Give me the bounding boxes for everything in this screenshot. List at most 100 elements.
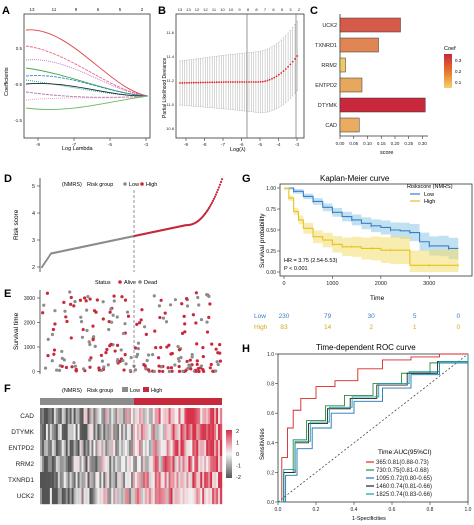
panel-c-bar [339, 17, 401, 33]
panel-f-heat-cell [97, 424, 100, 441]
panel-b-top-tick: 8 [247, 7, 250, 12]
panel-g-risk-high-count: 1 [413, 324, 417, 331]
panel-b-x-tick: -5 [258, 142, 262, 147]
panel-f-heat-cell [129, 472, 132, 489]
panel-f-heat-cell [150, 408, 153, 425]
panel-a: A 13 11 9 6 5 2 -9 -7 -5 -3 -1.5 -0.5 0.5 Log Lamb… [2, 5, 151, 152]
panel-f-heat-cell [59, 488, 62, 505]
panel-b-deviance-point [273, 76, 276, 79]
panel-f-heat-cell [101, 472, 104, 489]
panel-b-deviance-point [211, 81, 214, 84]
panel-f-heat-cell [182, 440, 185, 457]
panel-e-survival-point [136, 347, 140, 351]
panel-f-heat-cell [148, 408, 151, 425]
panel-e-legend-alive-dot [118, 280, 122, 284]
panel-f-heat-cell [212, 488, 215, 505]
panel-f-heat-cell [214, 456, 217, 473]
panel-d-risk-point [208, 205, 212, 208]
panel-h-x-label: 1-Specificities [352, 516, 386, 522]
panel-f-heat-cell [53, 424, 57, 441]
panel-e-survival-point [196, 366, 200, 371]
panel-f-heat-cell [144, 488, 148, 505]
panel-e-legend-dead-dot [138, 280, 142, 284]
panel-c-x-tick: 0.15 [377, 141, 386, 146]
panel-g-confidence-band [284, 188, 459, 272]
panel-f-heat-cell [186, 488, 189, 505]
panel-f-heat-cell [152, 488, 155, 505]
panel-f-heat-cell [111, 472, 114, 489]
panel-f-heat-cell [166, 472, 169, 489]
panel-f-heat-cell [154, 456, 157, 473]
panel-f-heat-cell [184, 488, 187, 505]
panel-f-heat-cell [140, 424, 144, 441]
panel-f-heat-cell [101, 440, 104, 457]
panel-b-top-tick: 8 [255, 7, 258, 12]
panel-f-heat-cell [170, 440, 173, 457]
panel-f-heat-cell [51, 424, 55, 441]
panel-g-y-tick: 0.75 [266, 207, 276, 213]
panel-g-risk-high-label: High [254, 324, 268, 331]
panel-g-y-ticks: 1.00 0.75 0.50 0.25 0.00 [266, 186, 280, 276]
panel-f-heat-cell [196, 408, 199, 425]
panel-f-heat-cell [140, 456, 144, 473]
panel-b-top-tick: 12 [203, 7, 208, 12]
panel-f-heat-cell [95, 456, 98, 473]
panel-f-heat-cell [125, 456, 128, 473]
panel-f-heat-cell [156, 440, 159, 457]
panel-f-heat-cell [168, 424, 171, 441]
panel-f-heat-cell [134, 408, 138, 425]
panel-f-heat-cell [127, 472, 130, 489]
panel-b-deviance-point [232, 81, 234, 83]
panel-f-heat-cell [204, 408, 207, 425]
panel-f-heat-cell [186, 456, 189, 473]
panel-f-heat-cell [216, 488, 219, 505]
panel-f-heat-cell [115, 456, 118, 473]
panel-f-gene-label: TXNRD1 [8, 477, 34, 484]
panel-f-heat-cell [109, 456, 112, 473]
panel-e-survival-point [79, 315, 83, 319]
panel-f-heat-cell [127, 440, 130, 457]
panel-f-heat-cell [119, 456, 122, 473]
panel-d-letter: D [4, 173, 12, 185]
panel-c-letter: C [310, 5, 318, 17]
panel-c-bar [339, 117, 360, 133]
panel-f-heat-cell [208, 472, 211, 489]
panel-f-heat-cell [174, 456, 177, 473]
panel-f-heat-cell [117, 488, 120, 505]
panel-f-gene-label: DTYMK [11, 429, 34, 436]
panel-f-heat-cell [85, 424, 88, 441]
panel-f-heat-cell [73, 408, 76, 425]
panel-f-heat-cell [77, 408, 80, 425]
panel-f-heat-cell [138, 488, 142, 505]
panel-f-heat-cell [164, 424, 167, 441]
panel-f-heat-cell [198, 456, 201, 473]
panel-e-survival-point [121, 331, 126, 336]
panel-e-survival-point [173, 298, 178, 302]
panel-e-survival-point [159, 298, 163, 302]
panel-f-heat-cell [47, 408, 51, 425]
panel-f-heat-cell [51, 408, 55, 425]
panel-f-heat-cell [47, 472, 51, 489]
panel-e-survival-point [111, 313, 115, 317]
panel-d-risk-point [206, 208, 210, 211]
panel-b-deviance-point [215, 81, 218, 84]
panel-f-heat-cell [105, 440, 108, 457]
panel-e-survival-point [163, 311, 167, 315]
panel-b-frame [175, 13, 305, 139]
panel-a-x-tick: -7 [72, 142, 76, 147]
panel-f-heat-cell [200, 408, 203, 425]
panel-f-heat-cell [154, 440, 157, 457]
panel-b-deviance-point [199, 81, 202, 84]
panel-b-deviance-point [190, 81, 193, 84]
panel-d-y-tick: 3 [32, 238, 35, 244]
panel-d-legend-low-dot [123, 182, 127, 186]
panel-c-category-label: UCK2 [322, 23, 337, 29]
panel-b-top-tick: 10 [229, 7, 234, 12]
panel-a-coef-path [25, 45, 149, 97]
panel-e-survival-point [91, 338, 95, 342]
panel-d-risk-point [215, 191, 219, 194]
panel-f-heat-cell [202, 440, 205, 457]
panel-g-y-label: Survival probability [259, 213, 266, 268]
panel-g-p-text: P < 0.001 [284, 266, 308, 272]
